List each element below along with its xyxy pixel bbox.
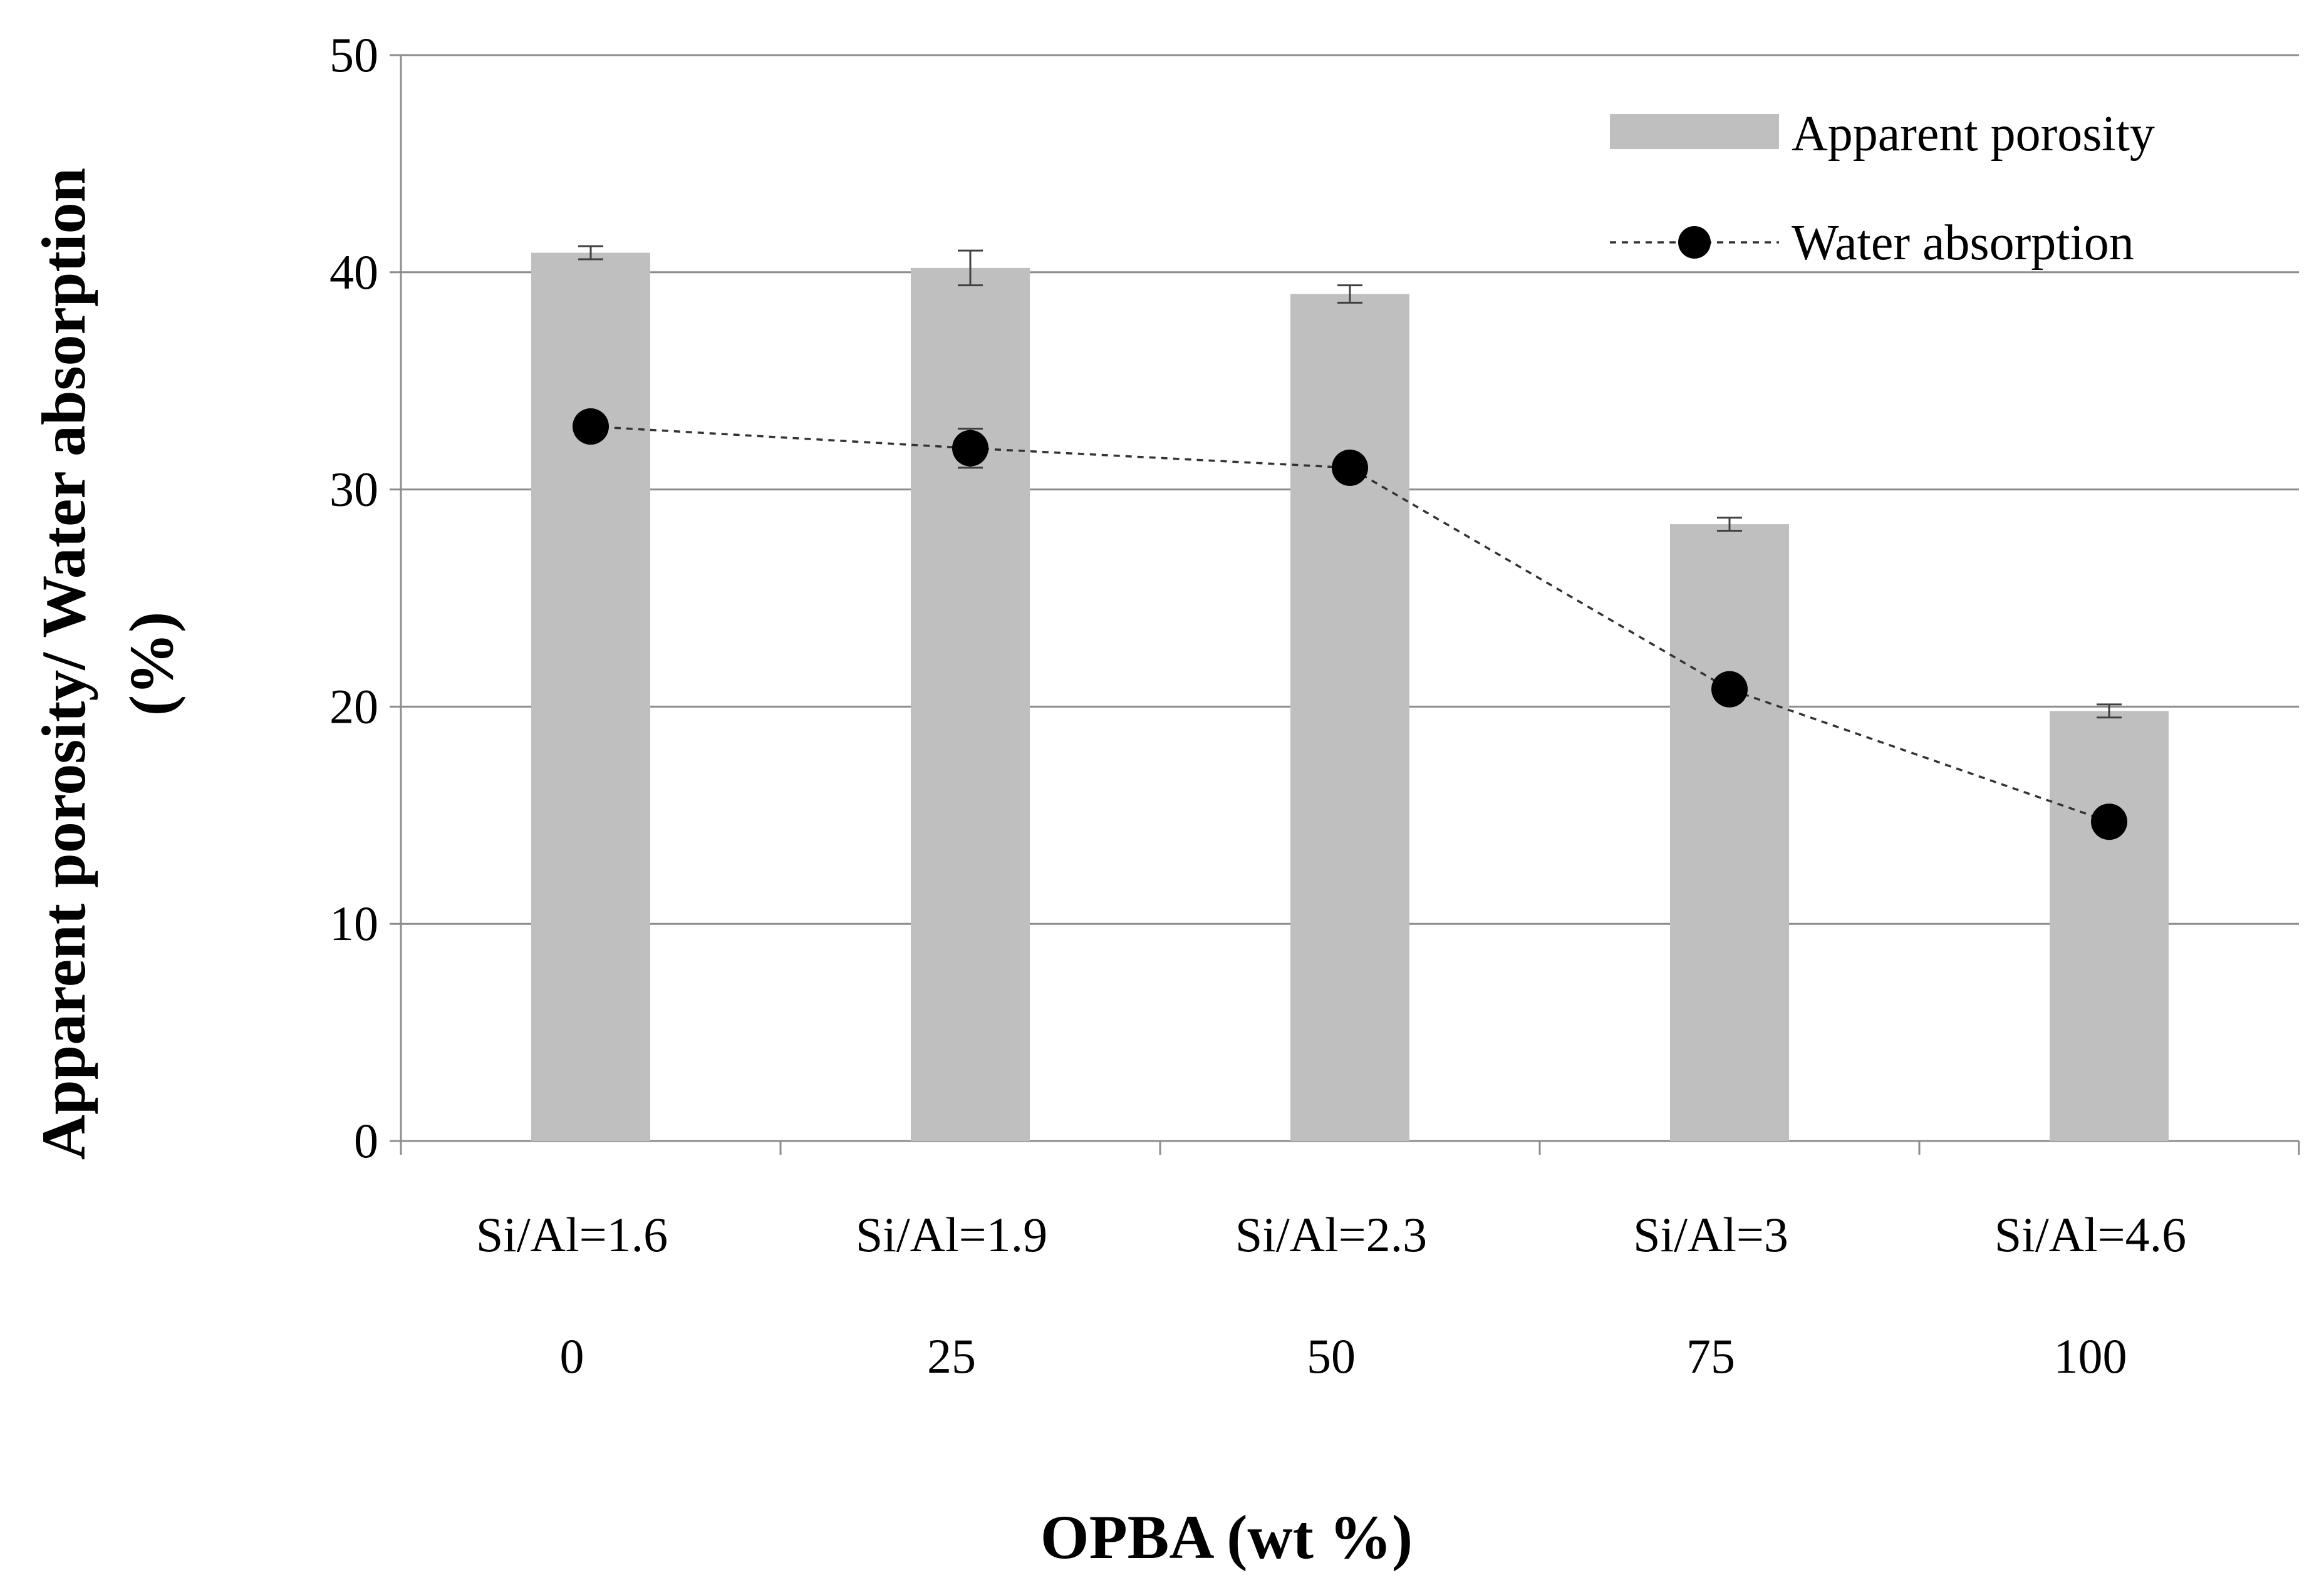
x-category-label: Si/Al=1.9 bbox=[856, 1207, 1047, 1262]
y-tick-label: 30 bbox=[329, 462, 378, 517]
x-category-label: Si/Al=4.6 bbox=[1995, 1207, 2186, 1262]
water-absorption-point bbox=[1711, 671, 1748, 708]
legend: Apparent porosity Water absorption bbox=[1610, 106, 2155, 271]
bar-apparent-porosity bbox=[1290, 294, 1409, 1142]
bar-apparent-porosity bbox=[2050, 711, 2169, 1141]
y-tick-label: 50 bbox=[329, 28, 378, 82]
water-absorption-point bbox=[2091, 803, 2127, 840]
y-tick-label: 10 bbox=[329, 896, 378, 951]
legend-marker-water-absorption bbox=[1678, 226, 1711, 259]
y-tick-label: 0 bbox=[354, 1113, 378, 1168]
legend-label-apparent-porosity: Apparent porosity bbox=[1792, 106, 2155, 162]
bar-apparent-porosity bbox=[1670, 524, 1789, 1141]
bar-apparent-porosity bbox=[531, 252, 650, 1141]
x-secondary-label: 25 bbox=[927, 1329, 976, 1383]
water-absorption-point bbox=[952, 430, 988, 467]
bar-apparent-porosity bbox=[911, 267, 1030, 1141]
x-category-label: Si/Al=1.6 bbox=[476, 1207, 668, 1262]
y-axis-title-line-1: Apparent porosity/ Water absorption bbox=[29, 168, 98, 1160]
x-category-label: Si/Al=2.3 bbox=[1235, 1207, 1427, 1262]
legend-label-water-absorption: Water absorption bbox=[1792, 215, 2134, 271]
bar-series-apparent-porosity bbox=[531, 245, 2169, 1142]
water-absorption-point bbox=[1332, 449, 1368, 486]
x-category-label: Si/Al=3 bbox=[1633, 1207, 1788, 1262]
y-axis-title-line-2: (%) bbox=[117, 612, 186, 716]
x-secondary-label: 100 bbox=[2054, 1329, 2127, 1383]
x-secondary-label: 0 bbox=[560, 1329, 584, 1383]
x-secondary-label: 50 bbox=[1307, 1329, 1356, 1383]
line-series-water-absorption bbox=[573, 408, 2127, 840]
x-secondary-label: 75 bbox=[1686, 1329, 1735, 1383]
legend-swatch-apparent-porosity bbox=[1610, 114, 1779, 149]
axis-titles: Apparent porosity/ Water absorption (%) … bbox=[29, 168, 1413, 1572]
water-absorption-point bbox=[573, 408, 609, 445]
y-tick-label: 40 bbox=[329, 245, 378, 299]
y-tick-label: 20 bbox=[329, 679, 378, 733]
water-absorption-line bbox=[590, 425, 2110, 823]
tick-labels: 0 10 20 30 40 50 Si/Al=1.6 Si/Al=1.9 Si/Al=2.3 Si… bbox=[329, 28, 2186, 1383]
x-axis-title: OPBA (wt %) bbox=[1040, 1502, 1413, 1572]
